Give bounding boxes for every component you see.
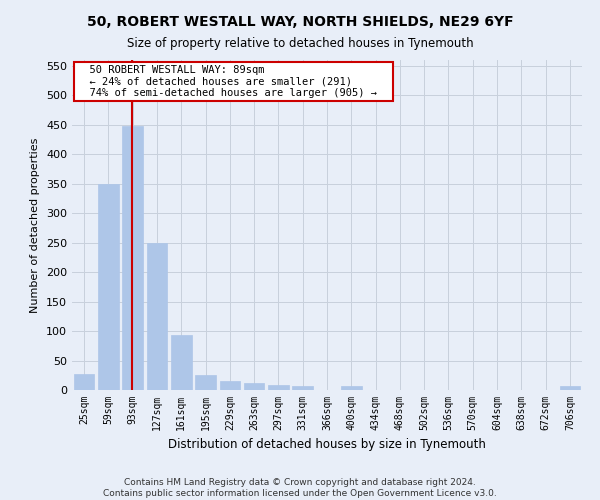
Bar (244, 383, 265, 390)
Bar (171, 335, 191, 390)
Bar (268, 386, 289, 390)
Text: Size of property relative to detached houses in Tynemouth: Size of property relative to detached ho… (127, 38, 473, 51)
Bar (74, 374, 94, 390)
Text: 50 ROBERT WESTALL WAY: 89sqm  
  ← 24% of detached houses are smaller (291)  
  : 50 ROBERT WESTALL WAY: 89sqm ← 24% of de… (77, 65, 389, 98)
Bar (122, 126, 143, 390)
Text: Contains HM Land Registry data © Crown copyright and database right 2024.
Contai: Contains HM Land Registry data © Crown c… (103, 478, 497, 498)
Bar (220, 381, 240, 390)
Bar (560, 386, 580, 390)
Bar (292, 386, 313, 390)
Bar (146, 242, 167, 390)
Bar (341, 386, 362, 390)
Y-axis label: Number of detached properties: Number of detached properties (31, 138, 40, 312)
Text: 50, ROBERT WESTALL WAY, NORTH SHIELDS, NE29 6YF: 50, ROBERT WESTALL WAY, NORTH SHIELDS, N… (86, 15, 514, 29)
Bar (98, 184, 119, 390)
X-axis label: Distribution of detached houses by size in Tynemouth: Distribution of detached houses by size … (168, 438, 486, 452)
Bar (195, 376, 216, 390)
